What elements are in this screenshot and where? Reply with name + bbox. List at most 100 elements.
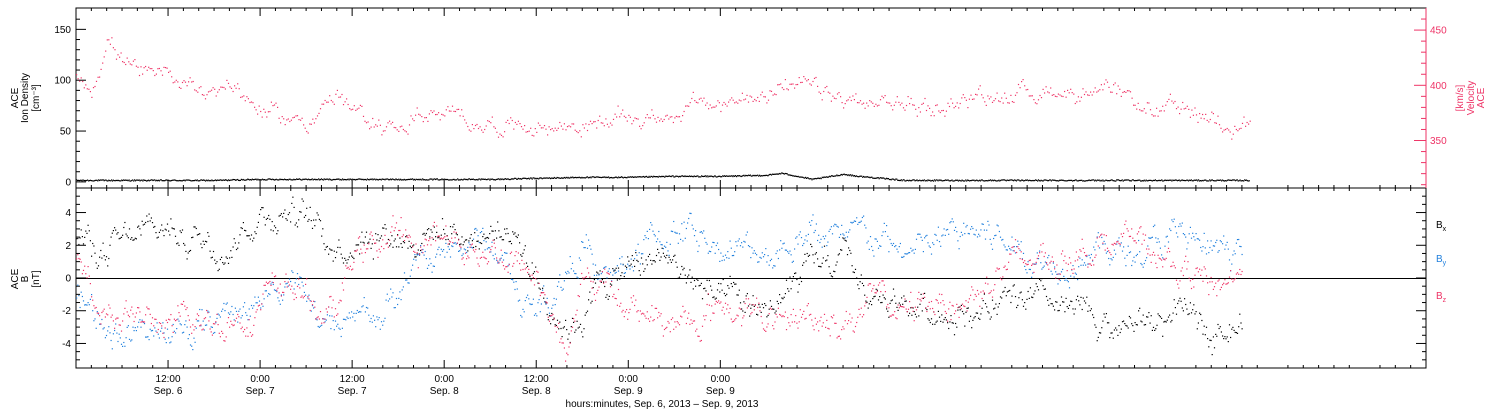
by-series-point [594, 275, 595, 276]
bx-series-point [555, 324, 556, 325]
bx-series-point [216, 261, 217, 262]
bz-series-point [499, 258, 500, 259]
by-series-point [323, 318, 324, 319]
bx-series-point [768, 315, 769, 316]
bz-series-point [459, 245, 460, 246]
velocity-series-point [903, 107, 904, 108]
by-series-point [751, 247, 752, 248]
bx-series-point [367, 243, 368, 244]
bz-series-point [203, 329, 204, 330]
bx-series-point [922, 310, 923, 311]
velocity-series-point [565, 129, 566, 130]
velocity-series-point [348, 104, 349, 105]
bx-series-point [1187, 314, 1188, 315]
bz-series-point [281, 295, 282, 296]
bz-series-point [325, 319, 326, 320]
by-series-point [733, 255, 734, 256]
bx-series-point [675, 262, 676, 263]
by-series-point [433, 266, 434, 267]
bx-series-point [662, 248, 663, 249]
velocity-series-point [998, 100, 999, 101]
by-series-point [1024, 266, 1025, 267]
bx-series-point [303, 201, 304, 202]
bx-series-point [1137, 324, 1138, 325]
by-series-point [1206, 253, 1207, 254]
bx-series-point [123, 227, 124, 228]
by-series-point [582, 242, 583, 243]
bz-series-point [221, 331, 222, 332]
velocity-series-point [705, 105, 706, 106]
bx-series-point [154, 226, 155, 227]
bx-series-point [743, 301, 744, 302]
bx-series-point [1219, 328, 1220, 329]
by-series-point [955, 227, 956, 228]
by-series-point [208, 312, 209, 313]
bz-series-point [375, 243, 376, 244]
velocity-series-point [720, 111, 721, 112]
density-point [142, 180, 143, 181]
by-series-point [765, 248, 766, 249]
velocity-series-point [108, 39, 109, 40]
by-series-point [770, 260, 771, 261]
velocity-series-point [650, 117, 651, 118]
bx-series-point [582, 336, 583, 337]
bz-series-point [184, 306, 185, 307]
by-series-point [742, 247, 743, 248]
velocity-series-point [581, 136, 582, 137]
by-series-point [1146, 257, 1147, 258]
velocity-series-point [929, 108, 930, 109]
bz-series-point [545, 301, 546, 302]
velocity-series-point [104, 56, 105, 57]
velocity-series-point [923, 103, 924, 104]
by-series-point [1211, 240, 1212, 241]
velocity-series-point [961, 97, 962, 98]
velocity-series-point [1122, 92, 1123, 93]
velocity-series-point [288, 118, 289, 119]
by-series-point [117, 341, 118, 342]
by-series-point [825, 235, 826, 236]
bx-series-point [723, 279, 724, 280]
bz-series-point [270, 285, 271, 286]
bx-series-point [865, 301, 866, 302]
bx-series-point [1160, 316, 1161, 317]
by-series-point [212, 327, 213, 328]
velocity-series-point [644, 122, 645, 123]
velocity-series-point [759, 101, 760, 102]
bx-series-point [424, 233, 425, 234]
by-series-point [672, 231, 673, 232]
by-series-point [487, 248, 488, 249]
bx-series-point [657, 249, 658, 250]
by-series-point [247, 319, 248, 320]
bx-series-point [563, 327, 564, 328]
bz-series-point [505, 266, 506, 267]
by-series-point [712, 242, 713, 243]
velocity-series-point [889, 103, 890, 104]
bz-series-point [326, 308, 327, 309]
velocity-series-point [690, 102, 691, 103]
by-series-point [239, 309, 240, 310]
by-series-point [876, 239, 877, 240]
bx-series-point [196, 228, 197, 229]
bx-series-point [586, 312, 587, 313]
bz-series-point [603, 283, 604, 284]
by-series-point [531, 304, 532, 305]
by-series-point [1002, 239, 1003, 240]
bz-series-point [565, 361, 566, 362]
by-series-point [518, 300, 519, 301]
by-series-point [145, 337, 146, 338]
bx-series-point [756, 314, 757, 315]
bx-series-point [436, 232, 437, 233]
by-series-point [948, 234, 949, 235]
velocity-series-point [914, 105, 915, 106]
velocity-series-point [480, 126, 481, 127]
bx-series-point [81, 229, 82, 230]
velocity-series-point [131, 64, 132, 65]
bx-series-point [610, 283, 611, 284]
velocity-series-point [282, 116, 283, 117]
bz-series-point [327, 311, 328, 312]
velocity-series-point [217, 92, 218, 93]
bx-series-point [341, 254, 342, 255]
by-series-point [78, 295, 79, 296]
velocity-series-point [1216, 123, 1217, 124]
bz-series-point [304, 296, 305, 297]
